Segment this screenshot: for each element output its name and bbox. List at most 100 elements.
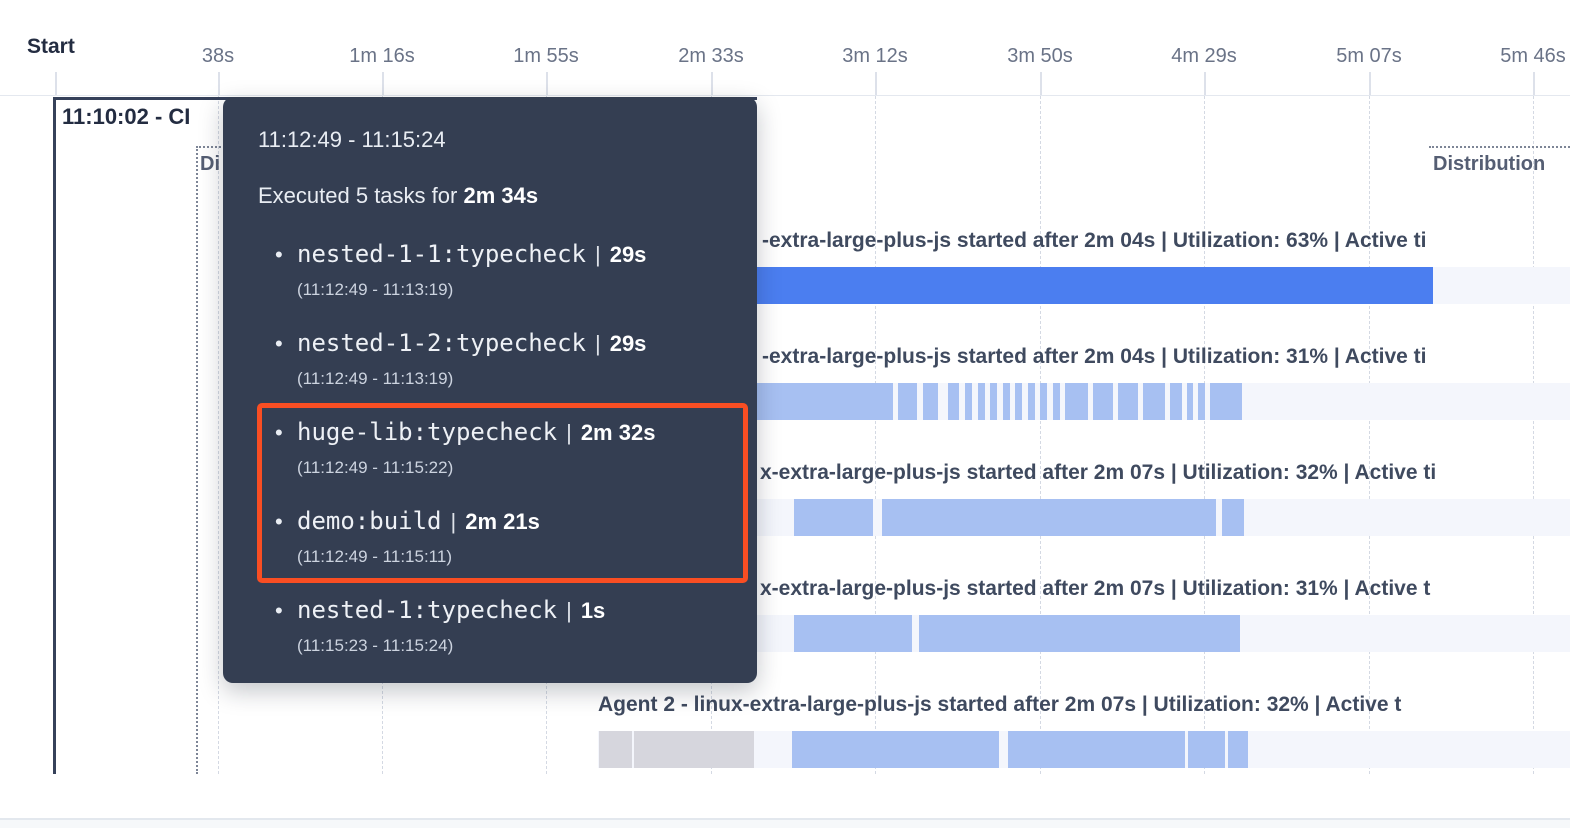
task-separator: |: [594, 242, 601, 267]
axis-tick-mark: [1533, 72, 1535, 95]
tooltip-summary-prefix: Executed 5 tasks for: [258, 183, 458, 208]
task-separator: |: [450, 509, 457, 534]
tooltip-summary-total: 2m 34s: [463, 183, 539, 208]
axis-tick-mark: [218, 72, 220, 95]
axis-tick-label: 5m 07s: [1336, 45, 1402, 67]
task-duration: 1s: [580, 598, 606, 623]
task-duration: 2m 32s: [580, 420, 656, 445]
timeline-gridline: [1040, 96, 1041, 774]
axis-tick-label: 1m 16s: [349, 45, 415, 67]
tooltip-task-line: • demo:build | 2m 21s: [275, 507, 540, 535]
tooltip-task-line: • huge-lib:typecheck | 2m 32s: [275, 418, 655, 446]
timeline-gridline: [875, 96, 876, 774]
task-bar-segment[interactable]: [792, 731, 999, 768]
task-separator: |: [566, 598, 572, 623]
axis-tick-mark: [1369, 72, 1371, 95]
task-bar-segment[interactable]: [794, 499, 873, 536]
agent-row-label: -extra-large-plus-js started after 2m 04…: [762, 345, 1427, 368]
task-bar-segment[interactable]: [898, 383, 917, 420]
task-tooltip: 11:12:49 - 11:15:24 Executed 5 tasks for…: [223, 97, 757, 683]
timeline-gridline: [218, 96, 219, 774]
task-name: nested-1-2:typecheck: [297, 329, 586, 357]
task-duration: 29s: [609, 331, 647, 356]
agent-row-label: x-extra-large-plus-js started after 2m 0…: [760, 461, 1437, 484]
task-bar-segment[interactable]: [599, 731, 632, 768]
task-bar-segment[interactable]: [948, 383, 959, 420]
bullet-icon: •: [275, 598, 283, 623]
axis-tick-mark: [875, 72, 877, 95]
task-bar-segment[interactable]: [1065, 383, 1088, 420]
task-bar-segment[interactable]: [1222, 499, 1244, 536]
task-duration: 2m 21s: [465, 509, 540, 534]
task-time-range: (11:15:23 - 11:15:24): [297, 636, 454, 655]
task-bar-segment[interactable]: [919, 615, 1240, 652]
tooltip-summary: Executed 5 tasks for 2m 34s: [258, 183, 538, 209]
task-separator: |: [594, 331, 601, 356]
task-bar-segment[interactable]: [965, 383, 972, 420]
tooltip-task-item: • huge-lib:typecheck | 2m 32s (11:12:49 - 11…: [275, 418, 655, 478]
task-name: huge-lib:typecheck: [297, 418, 558, 446]
bullet-icon: •: [275, 420, 283, 445]
task-bar-segment[interactable]: [1028, 383, 1035, 420]
bullet-icon: •: [275, 242, 283, 267]
axis-tick-label: 3m 12s: [842, 45, 908, 67]
task-time-range: (11:12:49 - 11:13:19): [297, 369, 454, 388]
task-bar-segment[interactable]: [1228, 731, 1248, 768]
task-bar-segment[interactable]: [1143, 383, 1165, 420]
task-bar-segment[interactable]: [1053, 383, 1060, 420]
task-duration: 29s: [609, 242, 647, 267]
task-bar-segment[interactable]: [882, 499, 1216, 536]
task-time-range: (11:12:49 - 11:15:22): [297, 458, 454, 477]
pipeline-run-label: 11:10:02 - CI: [62, 104, 191, 129]
task-bar-segment[interactable]: [1015, 383, 1022, 420]
task-time-range: (11:12:49 - 11:15:11): [297, 547, 452, 566]
timeline-gridline: [1369, 96, 1370, 774]
tooltip-task-item: • demo:build | 2m 21s (11:12:49 - 11:15:11): [275, 507, 540, 567]
axis-start-label: Start: [27, 35, 75, 58]
tooltip-task-item: • nested-1-2:typecheck | 29s (11:12:49 - 11:…: [275, 329, 646, 389]
task-bar-segment[interactable]: [923, 383, 938, 420]
axis-tick-label: 4m 29s: [1171, 45, 1237, 67]
task-name: demo:build: [297, 507, 442, 535]
axis-tick-label: 2m 33s: [678, 45, 744, 67]
axis-tick-start: [55, 72, 57, 95]
task-separator: |: [566, 420, 572, 445]
task-bar-segment[interactable]: [1093, 383, 1113, 420]
task-bar-segment[interactable]: [1040, 383, 1047, 420]
distribution-label-left: Di: [200, 153, 220, 175]
bullet-icon: •: [275, 331, 283, 356]
task-bar-segment[interactable]: [794, 615, 912, 652]
agent-row-label: -extra-large-plus-js started after 2m 04…: [762, 229, 1427, 252]
task-bar-segment[interactable]: [1198, 383, 1205, 420]
axis-tick-label: 3m 50s: [1007, 45, 1073, 67]
footer-strip: [0, 818, 1570, 828]
distribution-label-right: Distribution: [1433, 153, 1546, 175]
axis-baseline: [0, 95, 1570, 96]
tooltip-time-range: 11:12:49 - 11:15:24: [258, 127, 446, 152]
tooltip-task-line: • nested-1-2:typecheck | 29s: [275, 329, 646, 357]
axis-tick-mark: [546, 72, 548, 95]
task-bar-segment[interactable]: [1188, 731, 1225, 768]
axis-tick-label: 1m 55s: [513, 45, 579, 67]
tooltip-task-line: • nested-1-1:typecheck | 29s: [275, 240, 646, 268]
agent-row-label: x-extra-large-plus-js started after 2m 0…: [760, 577, 1431, 600]
task-bar-segment[interactable]: [1008, 731, 1185, 768]
axis-tick-label: 38s: [201, 45, 235, 67]
tooltip-task-item: • nested-1:typecheck | 1s (11:15:23 - 11:15:…: [275, 596, 605, 656]
distribution-box-right: [1429, 146, 1570, 148]
task-bar-segment[interactable]: [978, 383, 985, 420]
task-bar-segment[interactable]: [1003, 383, 1010, 420]
task-bar-segment[interactable]: [1118, 383, 1138, 420]
axis-tick-mark: [711, 72, 713, 95]
timeline-gridline: [1533, 96, 1534, 774]
task-bar-segment[interactable]: [990, 383, 997, 420]
task-bar-segment[interactable]: [1187, 383, 1193, 420]
task-name: nested-1-1:typecheck: [297, 240, 586, 268]
bullet-icon: •: [275, 509, 283, 534]
task-bar-segment[interactable]: [1210, 383, 1242, 420]
task-time-range: (11:12:49 - 11:13:19): [297, 280, 454, 299]
task-bar-segment[interactable]: [1170, 383, 1182, 420]
agent-row-label: Agent 2 - linux-extra-large-plus-js star…: [598, 693, 1402, 716]
task-bar-segment[interactable]: [634, 731, 754, 768]
